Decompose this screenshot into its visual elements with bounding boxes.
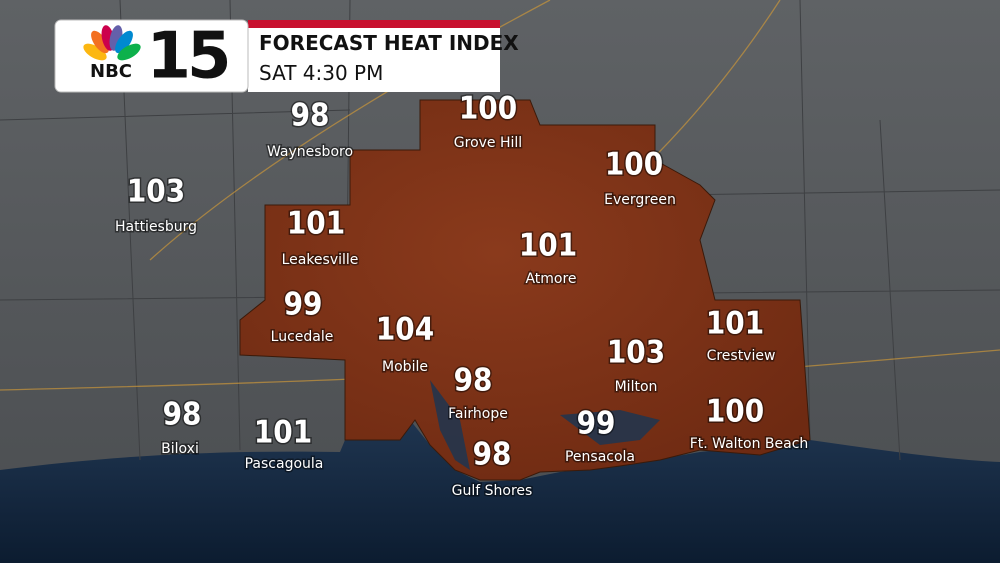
heat-index-value: 103 [607,335,665,371]
heat-index-value: 103 [127,174,185,210]
city-name: Atmore [525,271,576,287]
header-accent [248,20,500,28]
city-name: Milton [615,379,658,395]
heat-index-value: 99 [577,406,616,442]
heat-index-value: 101 [254,415,312,451]
logo-network: NBC [90,61,132,82]
heat-index-value: 100 [459,91,517,127]
city-name: Gulf Shores [452,483,533,499]
heat-index-value: 104 [376,312,434,348]
city-labels: 98 Waynesboro 103 Hattiesburg 100 Grove Hill 1… [113,89,809,501]
city-name: Crestview [707,348,776,364]
city-name: Biloxi [161,441,199,457]
city-name: Hattiesburg [115,219,197,235]
header-time: SAT 4:30 PM [259,61,383,85]
heat-index-value: 98 [163,397,202,433]
city-name: Grove Hill [454,135,522,151]
header-title: FORECAST HEAT INDEX [259,31,519,55]
heat-index-value: 98 [473,437,512,473]
heat-index-value: 101 [287,206,345,242]
city-name: Leakesville [282,252,359,268]
city-name: Pascagoula [245,456,324,472]
heat-region [239,99,811,481]
city-name: Fairhope [448,406,508,422]
heat-index-value: 100 [706,394,764,430]
city-name: Waynesboro [267,144,353,160]
heat-index-value: 98 [291,98,330,134]
heat-index-value: 101 [706,306,764,342]
logo-channel: 15 [146,20,228,94]
city-name: Evergreen [604,192,676,208]
city-name: Mobile [382,359,428,375]
city-name: Lucedale [271,329,334,345]
peacock-logo [83,25,141,61]
city-name: Pensacola [565,449,635,465]
gulf [0,420,1000,563]
heat-index-value: 101 [519,228,577,264]
heat-index-value: 99 [284,287,323,323]
heat-index-value: 100 [605,147,663,183]
bays [430,380,660,470]
heat-index-value: 98 [454,363,493,399]
city-name: Ft. Walton Beach [690,436,809,452]
header-box [248,28,500,92]
